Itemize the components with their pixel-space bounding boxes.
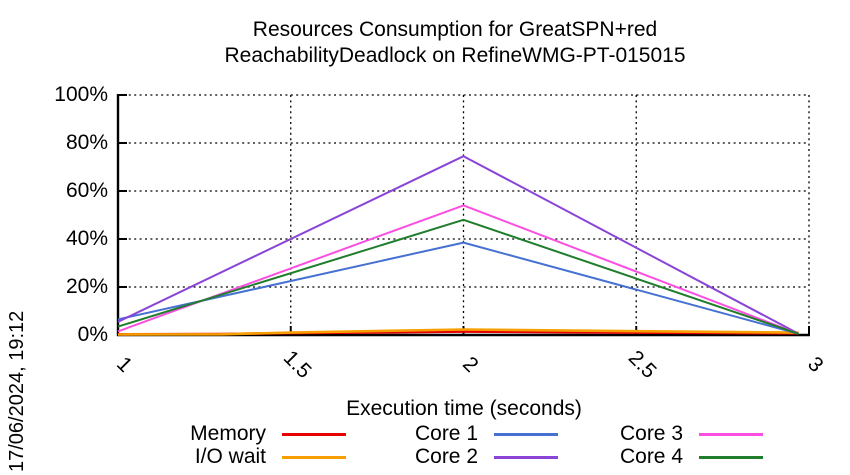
legend-label: Core 1 <box>414 422 478 445</box>
series-line <box>117 328 799 336</box>
legend-item-core4: Core 4 <box>533 446 763 468</box>
legend-label: Memory <box>190 422 266 445</box>
legend-label: Core 4 <box>619 445 683 468</box>
legend-line-swatch <box>699 432 763 436</box>
legend-label: I/O wait <box>194 445 266 468</box>
legend-item-memory: Memory <box>116 423 346 445</box>
series-line <box>117 155 800 335</box>
legend-item-core3: Core 3 <box>533 423 763 445</box>
y-tick-label: 0% <box>77 323 108 346</box>
chart-title: Resources Consumption for GreatSPN+red R… <box>100 17 810 69</box>
y-tick-label: 40% <box>65 227 108 250</box>
legend-line-swatch <box>494 455 558 459</box>
series-line <box>117 218 799 335</box>
chart-title-line2: ReachabilityDeadlock on RefineWMG-PT-015… <box>224 44 686 67</box>
y-tick-label: 100% <box>54 83 108 106</box>
y-tick-label: 80% <box>65 131 108 154</box>
x-axis-label: Execution time (seconds) <box>346 397 582 420</box>
legend-item-core2: Core 2 <box>328 446 558 468</box>
series-line <box>117 204 799 335</box>
series-line <box>117 241 799 335</box>
legend-line-swatch <box>282 455 346 459</box>
y-tick-label: 60% <box>65 179 108 202</box>
chart-title-line1: Resources Consumption for GreatSPN+red <box>252 18 658 41</box>
legend-line-swatch <box>699 455 763 459</box>
legend-line-swatch <box>494 432 558 436</box>
y-tick-label: 20% <box>65 275 108 298</box>
legend-label: Core 2 <box>414 445 478 468</box>
legend-item-core1: Core 1 <box>328 423 558 445</box>
legend-item-io-wait: I/O wait <box>116 446 346 468</box>
legend-label: Core 3 <box>619 422 683 445</box>
legend-line-swatch <box>282 432 346 436</box>
